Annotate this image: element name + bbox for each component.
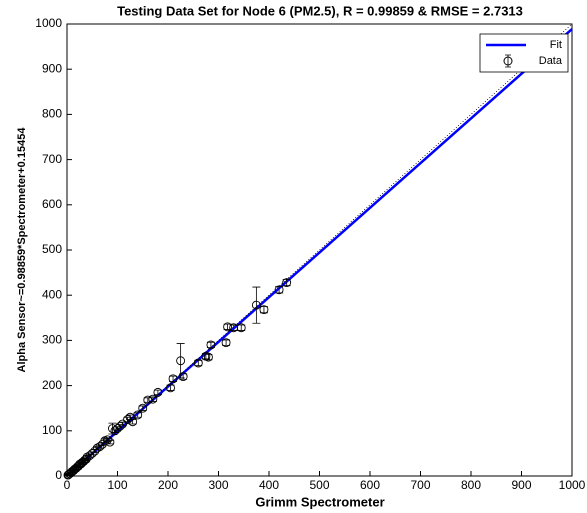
data-point <box>118 419 128 429</box>
x-tick-label: 200 <box>158 478 178 492</box>
data-point <box>236 323 246 333</box>
error-bar <box>105 439 114 445</box>
y-tick-label: 700 <box>42 152 62 166</box>
y-tick-label: 500 <box>42 242 62 256</box>
x-tick-label: 900 <box>511 478 531 492</box>
data-point <box>274 285 284 295</box>
x-tick-label: 400 <box>259 478 279 492</box>
data-point <box>203 352 213 362</box>
error-bar <box>148 396 157 402</box>
data-point <box>221 338 231 348</box>
data-point <box>259 305 269 315</box>
data-point <box>166 383 175 393</box>
x-tick-label: 500 <box>309 478 329 492</box>
data-point <box>206 340 216 350</box>
x-tick-label: 1000 <box>559 478 586 492</box>
data-point <box>138 403 148 413</box>
legend-symbol <box>503 56 513 66</box>
error-bar <box>138 405 147 411</box>
data-point <box>223 322 233 332</box>
data-point <box>153 387 163 397</box>
x-tick-label: 600 <box>360 478 380 492</box>
legend-label: Fit <box>550 39 562 51</box>
x-axis-label: Grimm Spectrometer <box>255 494 384 509</box>
y-tick-label: 400 <box>42 287 62 301</box>
error-bar <box>133 412 142 418</box>
legend-label: Data <box>539 55 563 67</box>
chart-title: Testing Data Set for Node 6 (PM2.5), R =… <box>117 3 523 18</box>
data-point <box>143 395 153 405</box>
data-point <box>133 410 143 420</box>
error-bar <box>153 389 162 396</box>
x-tick-label: 300 <box>208 478 228 492</box>
legend-box <box>479 33 569 73</box>
y-tick-label: 900 <box>42 61 62 75</box>
x-tick-label: 800 <box>461 478 481 492</box>
y-tick-label: 800 <box>42 107 62 121</box>
reference-line <box>66 23 573 477</box>
error-bar <box>252 286 261 324</box>
plot-clip <box>63 23 573 480</box>
data-point <box>105 437 115 447</box>
data-point <box>148 394 158 404</box>
data-point <box>178 372 188 382</box>
x-tick-label: 700 <box>410 478 430 492</box>
x-tick-label: 100 <box>107 478 127 492</box>
data-point <box>193 358 203 368</box>
data-point <box>282 278 292 287</box>
error-bar <box>118 421 127 427</box>
y-tick-label: 300 <box>42 333 62 347</box>
y-tick-label: 0 <box>55 468 62 482</box>
y-tick-label: 1000 <box>35 16 62 30</box>
x-tick-label: 0 <box>64 478 71 492</box>
data-point <box>251 300 261 310</box>
data-point <box>176 356 186 366</box>
data-point <box>128 417 138 427</box>
y-tick-label: 100 <box>42 423 62 437</box>
error-bar <box>128 419 137 425</box>
y-axis-label: Alpha Sensor~=0.98859*Spectrometer+0.154… <box>16 127 28 373</box>
data-point <box>168 374 178 384</box>
y-tick-label: 200 <box>42 378 62 392</box>
y-tick-label: 600 <box>42 197 62 211</box>
data-point <box>90 446 100 456</box>
